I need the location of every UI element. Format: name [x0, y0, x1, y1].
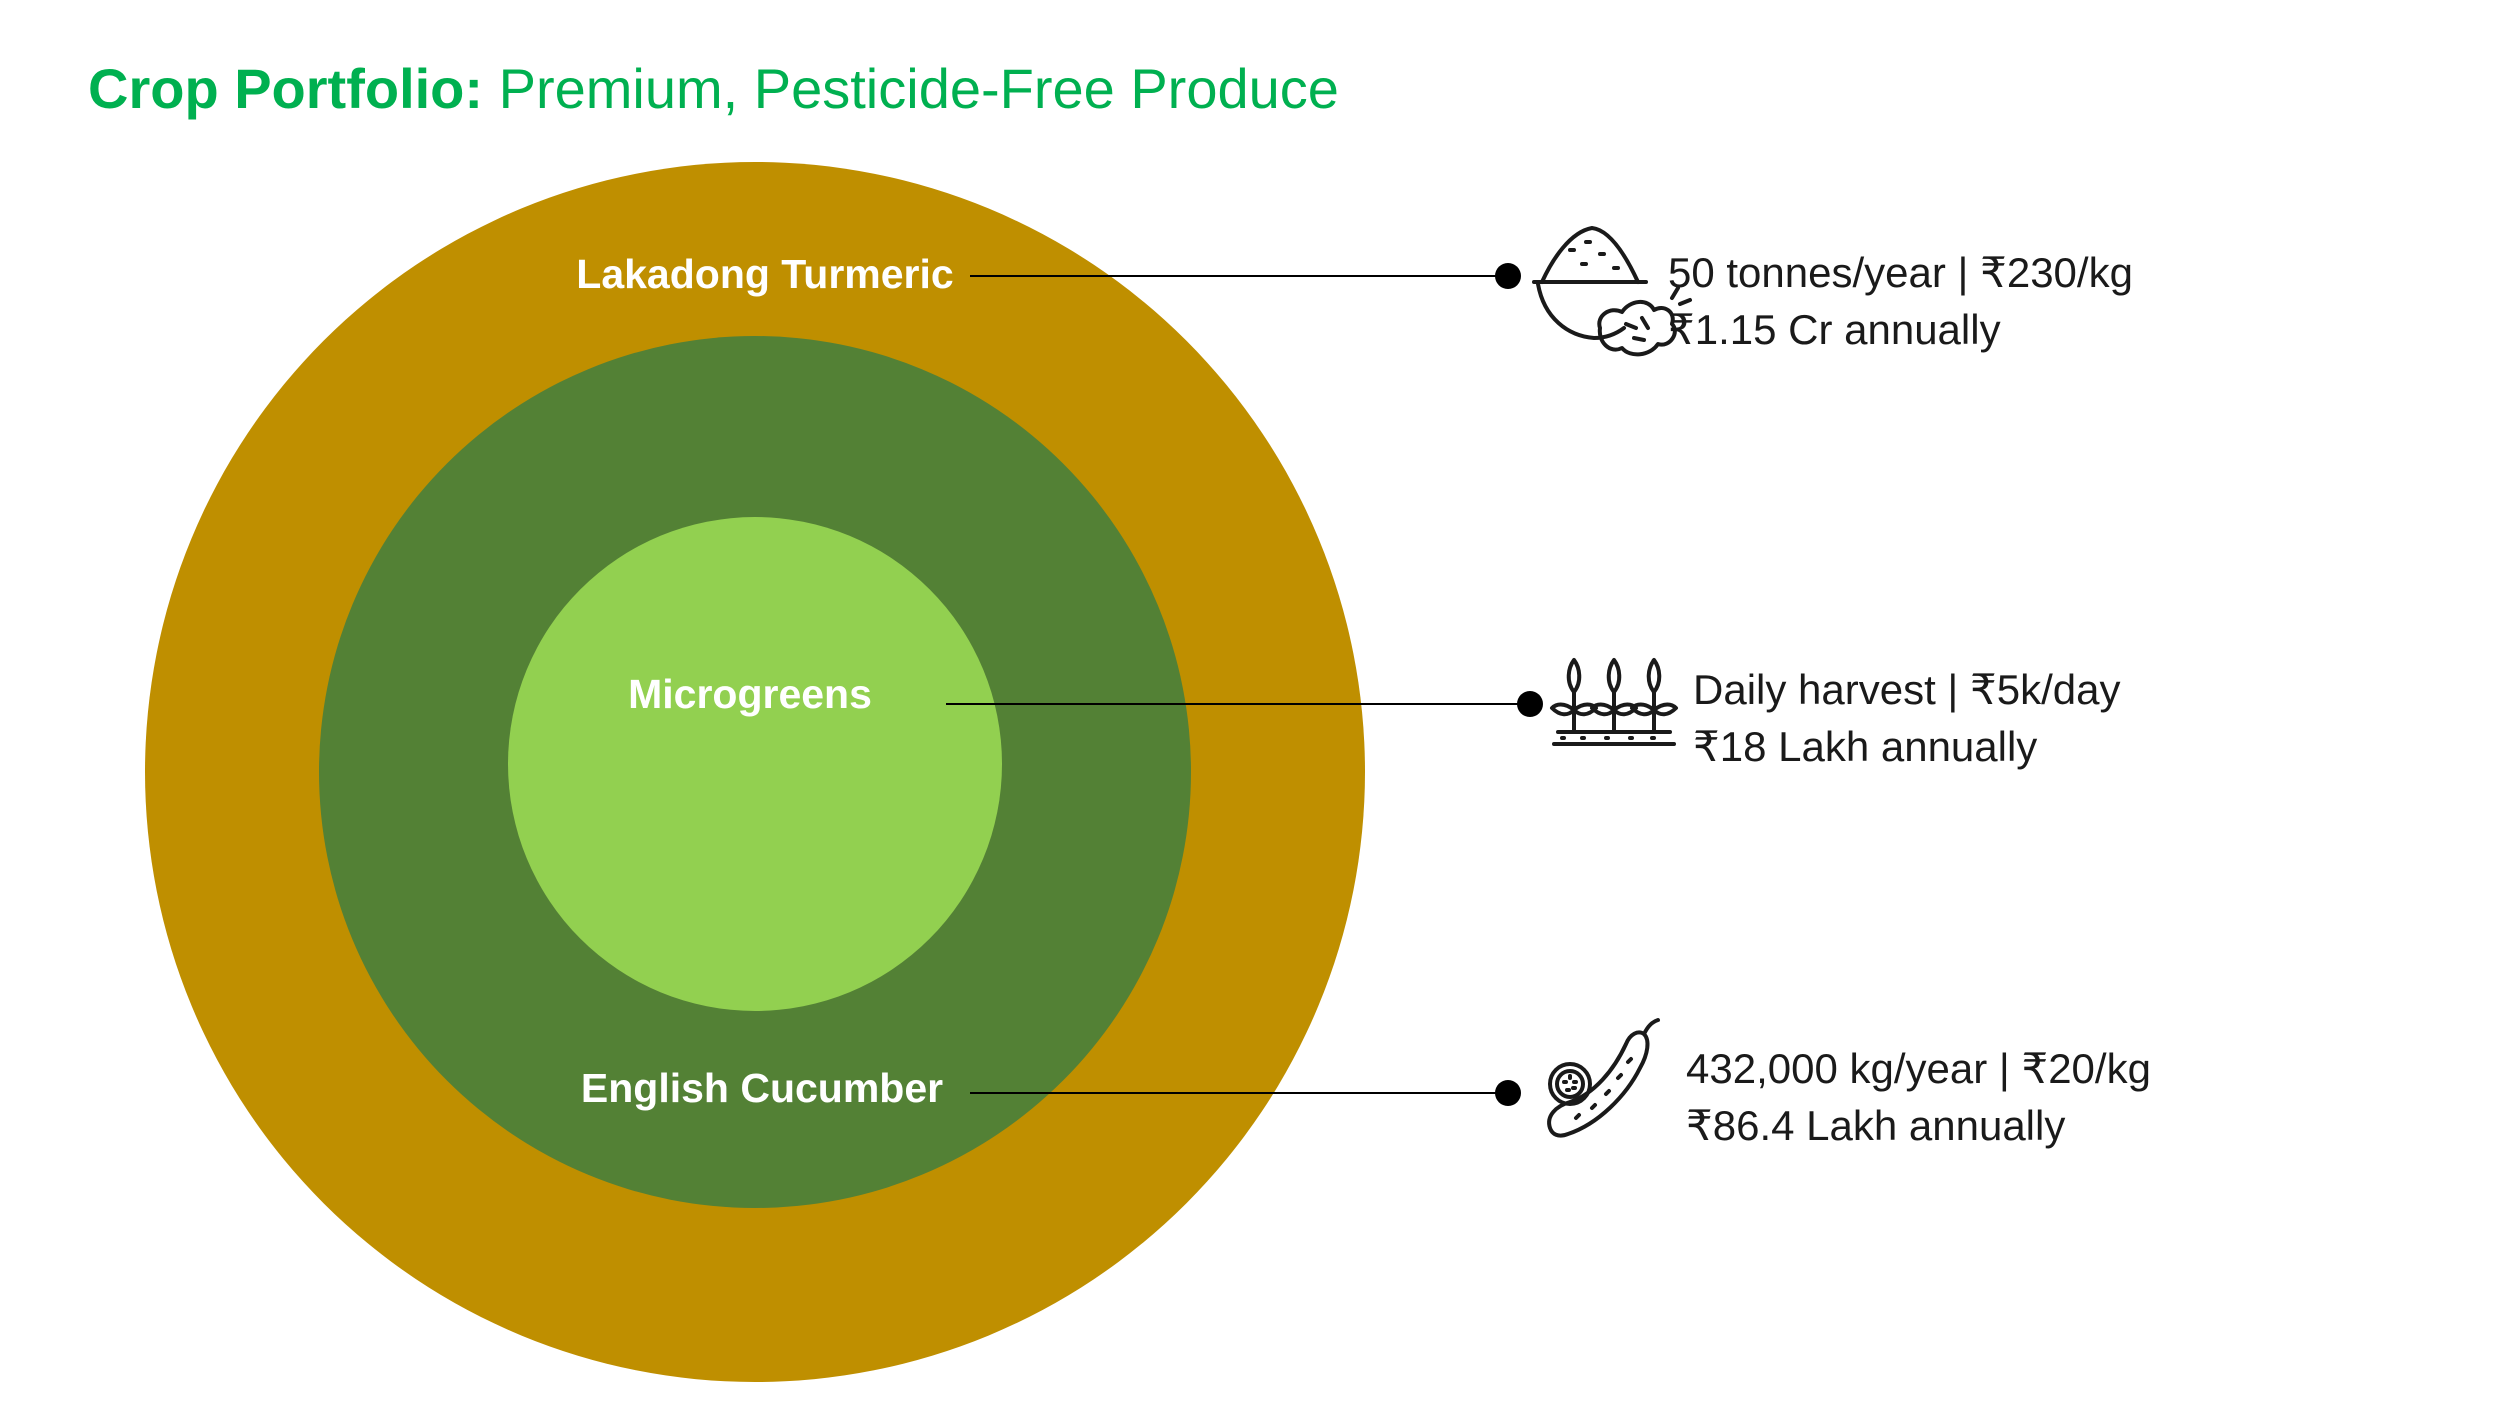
turmeric-stats-line2: ₹1.15 Cr annually	[1668, 306, 2001, 353]
inner-circle-microgreens	[508, 517, 1002, 1011]
turmeric-stats-line1: 50 tonnes/year | ₹230/kg	[1668, 249, 2133, 296]
label-microgreens: Microgreens	[628, 671, 872, 717]
sprouts-icon	[1550, 658, 1678, 746]
cucumber-stats-line1: 432,000 kg/year | ₹20/kg	[1686, 1045, 2151, 1092]
title-bold: Crop Portfolio:	[88, 57, 484, 120]
leader-line-turmeric	[970, 263, 1521, 289]
label-lakadong-turmeric: Lakadong Turmeric	[576, 251, 953, 297]
cucumber-stats-line2: ₹86.4 Lakh annually	[1686, 1102, 2065, 1149]
leader-line-cucumber	[970, 1080, 1521, 1106]
cucumber-icon	[1547, 1018, 1660, 1138]
turmeric-bowl-icon	[1532, 226, 1692, 357]
title-rest: Premium, Pesticide-Free Produce	[498, 57, 1339, 120]
microgreens-stats-line2: ₹18 Lakh annually	[1693, 723, 2037, 770]
label-english-cucumber: English Cucumber	[581, 1065, 943, 1111]
leader-line-microgreens	[946, 691, 1543, 717]
microgreens-stats-line1: Daily harvest | ₹5k/day	[1693, 666, 2120, 713]
page-title: Crop Portfolio: Premium, Pesticide-Free …	[88, 58, 1339, 120]
